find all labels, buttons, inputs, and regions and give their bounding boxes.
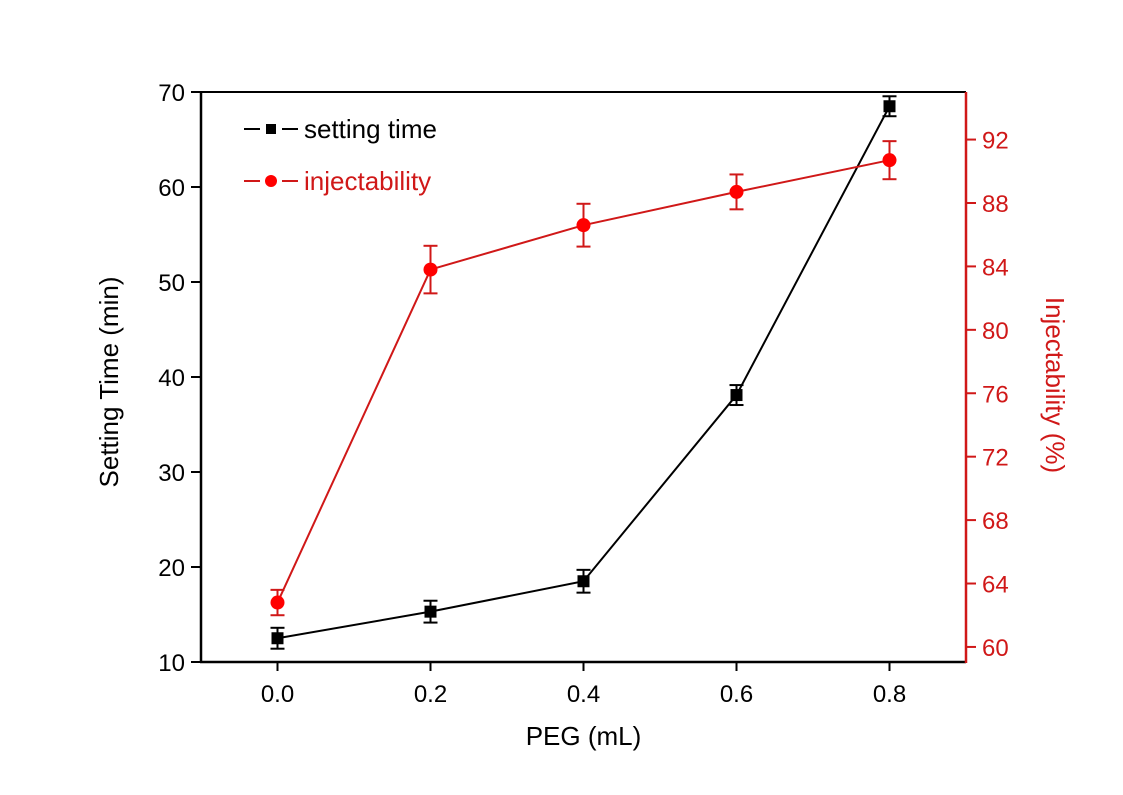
data-point-circle (882, 153, 897, 168)
right-y-axis-ticks: 60 64 68 72 76 80 84 88 92 (966, 128, 1009, 662)
y2-tick-label: 88 (982, 191, 1009, 218)
x-tick-label: 0.0 (261, 681, 294, 708)
y2-tick-label: 92 (982, 128, 1009, 155)
data-point-square (271, 632, 284, 645)
data-point-square (424, 605, 437, 618)
data-point-square (883, 100, 896, 113)
legend-item-injectability: injectability (244, 166, 431, 196)
y-tick-label: 20 (158, 555, 185, 582)
data-point-circle (576, 218, 591, 233)
y2-tick-label: 68 (982, 508, 1009, 535)
y-tick-label: 30 (158, 460, 185, 487)
x-tick-label: 0.6 (720, 681, 753, 708)
y-tick-label: 70 (158, 80, 185, 107)
series-layer (270, 95, 897, 650)
left-y-axis-title: Setting Time (min) (94, 277, 124, 488)
y-tick-label: 10 (158, 650, 185, 677)
series-setting-time (270, 95, 897, 650)
data-point-square (730, 389, 743, 402)
legend: setting time injectability (244, 114, 437, 196)
data-point-circle (423, 262, 438, 277)
x-axis-ticks: 0.0 0.2 0.4 0.6 0.8 (261, 662, 906, 708)
legend-label-setting-time: setting time (304, 114, 437, 144)
right-y-axis-title: Injectability (%) (1040, 297, 1070, 473)
legend-label-injectability: injectability (304, 166, 431, 196)
y2-tick-label: 72 (982, 445, 1009, 472)
y2-tick-label: 84 (982, 254, 1009, 281)
legend-item-setting-time: setting time (244, 114, 437, 144)
x-tick-label: 0.2 (414, 681, 447, 708)
data-point-square (577, 575, 590, 588)
x-tick-label: 0.4 (567, 681, 600, 708)
y2-tick-label: 64 (982, 572, 1009, 599)
series-injectability (270, 140, 897, 617)
legend-square-marker-icon (266, 124, 276, 134)
y2-tick-label: 80 (982, 318, 1009, 345)
x-tick-label: 0.8 (873, 681, 906, 708)
data-point-circle (270, 595, 285, 610)
y-tick-label: 40 (158, 365, 185, 392)
legend-circle-marker-icon (265, 175, 277, 187)
y-tick-label: 50 (158, 270, 185, 297)
data-point-circle (729, 184, 744, 199)
y2-tick-label: 60 (982, 635, 1009, 662)
y-tick-label: 60 (158, 175, 185, 202)
y2-tick-label: 76 (982, 381, 1009, 408)
x-axis-title: PEG (mL) (526, 721, 642, 751)
left-y-axis-ticks: 10 20 30 40 50 60 70 (158, 80, 201, 677)
